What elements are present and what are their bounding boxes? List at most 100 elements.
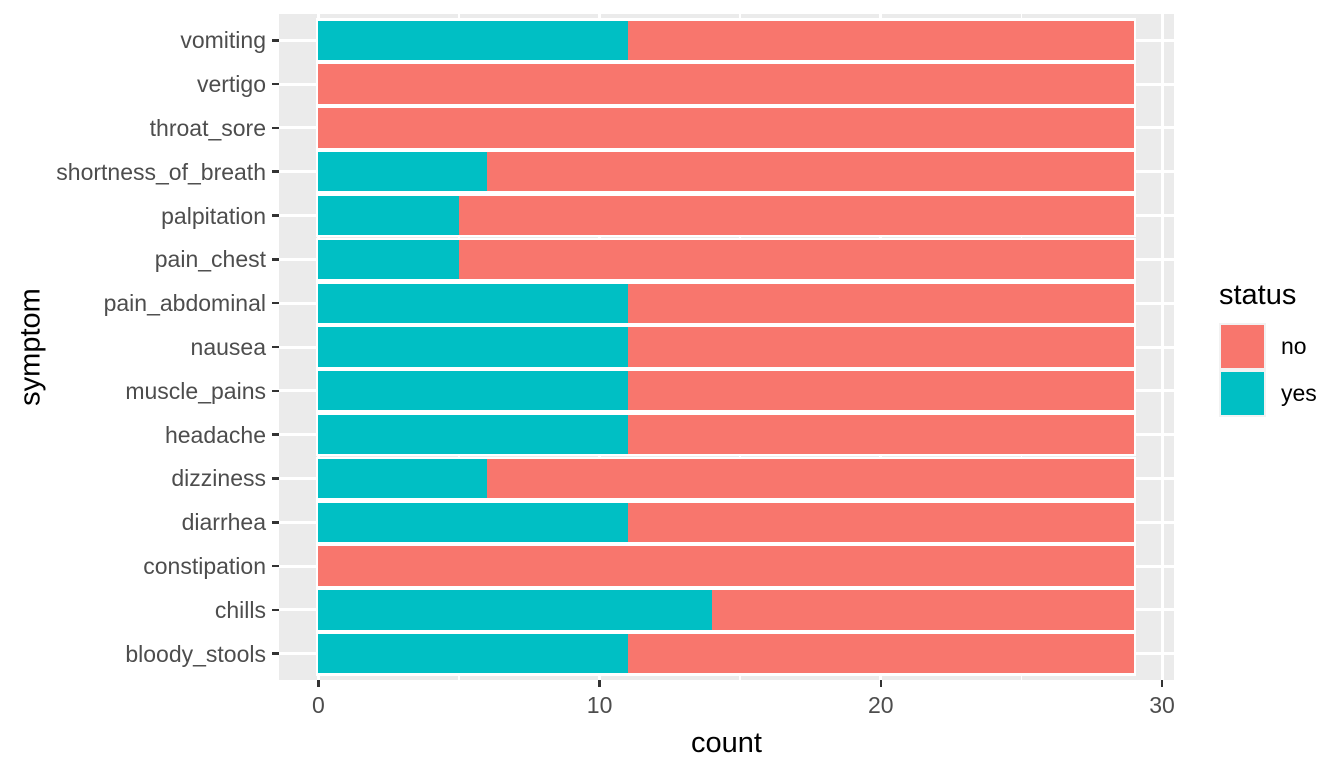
x-tick-label: 20 [868, 692, 894, 718]
legend-entry-yes: yes [1219, 370, 1317, 417]
bar-stack [318, 152, 1134, 192]
y-axis-label: headache [164, 421, 266, 448]
bar-stack [318, 590, 1134, 630]
legend-keys: no yes [1219, 323, 1317, 417]
bar-segment-no [627, 283, 1134, 323]
bar-stack [318, 634, 1134, 674]
bar [315, 237, 1137, 282]
bar-segment-no [627, 371, 1134, 411]
bar-row [279, 193, 1174, 238]
legend-title: status [1219, 279, 1297, 311]
bar-stack [318, 108, 1134, 148]
x-tick-mark [598, 680, 601, 687]
y-tick-mark [271, 652, 279, 655]
bar-segment-yes [318, 371, 628, 411]
y-tick-mark [271, 389, 279, 393]
bar [315, 281, 1137, 326]
bar-stack [318, 502, 1134, 542]
y-tick-mark [271, 477, 279, 480]
bar [315, 456, 1137, 501]
bar-segment-yes [318, 327, 628, 367]
bar-row [279, 62, 1174, 106]
bar-segment-no [627, 414, 1134, 455]
bar-segment-yes [318, 634, 628, 674]
legend-key [1219, 323, 1266, 370]
x-tick-label: 30 [1149, 692, 1175, 718]
bar [315, 368, 1137, 413]
bar-row [279, 412, 1174, 457]
x-tick-label: 0 [311, 692, 325, 718]
bar-segment-yes [318, 458, 488, 499]
y-tick-mark [271, 214, 279, 217]
bar-segment-yes [318, 239, 459, 280]
bar-segment-no [318, 64, 1134, 104]
bar-row [279, 544, 1174, 588]
legend-swatch-yes [1221, 372, 1264, 415]
bar [315, 412, 1137, 457]
y-tick-mark [271, 301, 279, 305]
bar [315, 149, 1137, 194]
bar [315, 588, 1137, 632]
bar-row [279, 325, 1174, 369]
y-tick-mark [271, 521, 279, 524]
bar-segment-yes [318, 20, 628, 60]
bar-stack [318, 239, 1134, 280]
bar [315, 62, 1137, 106]
bar [315, 631, 1137, 676]
y-axis-label: vertigo [196, 71, 266, 98]
x-tick-mark [879, 680, 883, 687]
bar-stack [318, 64, 1134, 104]
bar-segment-no [627, 634, 1134, 674]
y-tick-mark [271, 608, 279, 612]
y-tick-mark [271, 82, 279, 86]
bar-row [279, 588, 1174, 632]
bar-row [279, 368, 1174, 413]
bar-segment-no [487, 152, 1134, 192]
y-axis-label: constipation [143, 553, 266, 580]
bar-segment-no [458, 239, 1134, 280]
bar-stack [318, 458, 1134, 499]
legend-label: yes [1281, 380, 1317, 406]
bar-segment-yes [318, 195, 459, 236]
y-axis-label: palpitation [161, 202, 266, 229]
y-axis-label: bloody_stools [125, 640, 266, 667]
bar-segment-yes [318, 414, 628, 455]
bar-segment-yes [318, 590, 713, 630]
bar-segment-no [318, 546, 1134, 586]
y-axis-label: shortness_of_breath [56, 158, 266, 185]
legend-key [1219, 370, 1266, 417]
y-tick-mark [271, 433, 279, 436]
plot-panel [279, 14, 1174, 680]
bar-stack [318, 371, 1134, 411]
y-axis-label: pain_chest [154, 246, 266, 273]
y-axis-label: pain_abdominal [103, 290, 266, 317]
y-axis-label: chills [214, 596, 266, 623]
y-tick-mark [271, 258, 279, 261]
bar-row [279, 237, 1174, 282]
y-tick-mark [271, 39, 279, 42]
bar-segment-yes [318, 152, 488, 192]
bar-row [279, 106, 1174, 150]
legend-swatch-no [1221, 325, 1264, 368]
bar [315, 106, 1137, 150]
bar [315, 544, 1137, 588]
bar [315, 193, 1137, 238]
legend-entry-no: no [1219, 323, 1317, 370]
bar-stack [318, 195, 1134, 236]
bar-segment-no [458, 195, 1134, 236]
bar-stack [318, 327, 1134, 367]
bar-segment-no [627, 20, 1134, 60]
bar-row [279, 500, 1174, 545]
bar [315, 500, 1137, 545]
y-axis-label: diarrhea [181, 509, 266, 536]
x-tick-mark [317, 680, 320, 687]
y-axis-label: vomiting [180, 27, 266, 54]
bar-stack [318, 283, 1134, 323]
legend: status no yes [1219, 279, 1317, 417]
y-axis-label: muscle_pains [125, 377, 266, 404]
bar-row [279, 149, 1174, 194]
x-tick-mark [1160, 680, 1164, 687]
legend-label: no [1281, 333, 1307, 359]
bar-row [279, 281, 1174, 326]
